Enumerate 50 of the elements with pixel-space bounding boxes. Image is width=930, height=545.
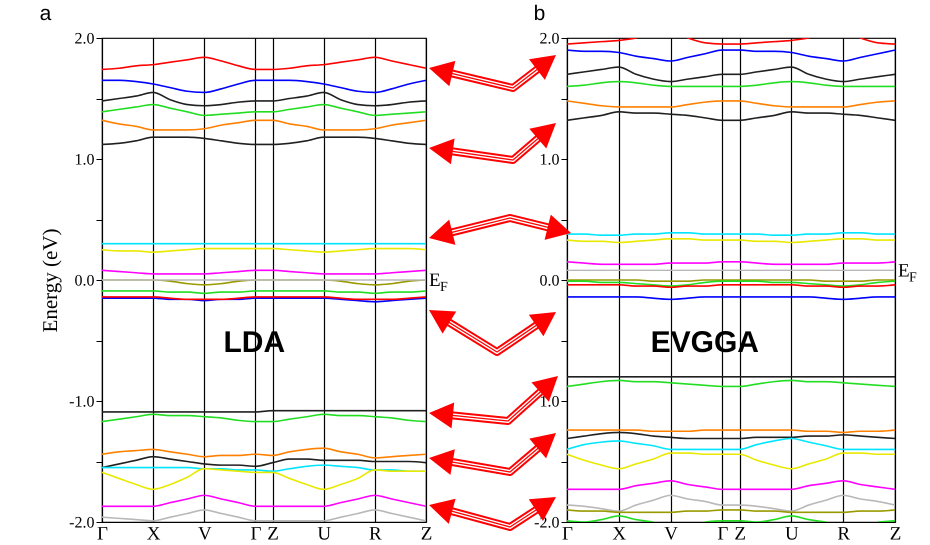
x-tick-label: X	[612, 524, 626, 544]
y-tick-label: 1.0	[74, 152, 94, 168]
line-series	[102, 119, 426, 131]
line-series	[102, 468, 426, 490]
x-tick-label: Γ	[250, 524, 262, 544]
x-tick-label: Z	[420, 524, 432, 544]
line-series	[567, 100, 895, 108]
line-series	[102, 456, 426, 468]
line-series	[102, 136, 426, 146]
line-series	[567, 452, 895, 470]
line-series	[102, 494, 426, 508]
x-tick-label: Γ	[97, 524, 108, 544]
line-series	[567, 66, 895, 82]
y-tick-label: 1.0	[540, 394, 560, 410]
y-tick-label: 2.0	[540, 30, 560, 48]
y-tick-label: 0.0	[540, 272, 560, 290]
x-tick-label: X	[146, 524, 161, 544]
chart-title: b	[534, 2, 546, 25]
y-tick-label: 2.0	[74, 30, 94, 48]
x-tick-label: V	[198, 524, 212, 544]
x-tick-label: Z	[734, 524, 746, 544]
chart-title: a	[40, 2, 52, 25]
y-tick-label: -1.0	[69, 394, 94, 410]
x-tick-label: R	[369, 524, 382, 544]
line-series	[102, 447, 426, 459]
x-tick-label: U	[317, 524, 332, 544]
x-tick-label: Γ	[717, 524, 728, 544]
x-tick-label: Z	[267, 524, 279, 544]
line-series	[102, 414, 426, 422]
line-series	[567, 432, 895, 440]
y-tick-label: 1.0	[540, 152, 560, 168]
line-series	[567, 111, 895, 122]
y-tick-label: 0.0	[74, 272, 94, 290]
line-series	[567, 438, 895, 450]
line-series	[567, 380, 895, 388]
line-series	[102, 56, 426, 70]
line-series	[567, 494, 895, 512]
line-series	[102, 92, 426, 107]
x-tick-label: R	[837, 524, 850, 544]
x-tick-label: U	[785, 524, 800, 544]
line-series	[567, 480, 895, 490]
y-axis-title: Energy (eV)	[38, 228, 62, 332]
line-series	[102, 80, 426, 94]
x-tick-label: V	[664, 524, 678, 544]
line-series	[102, 104, 426, 116]
y-tick-label: -2.0	[69, 514, 94, 532]
line-series	[567, 49, 895, 62]
y-tick-label: -2.0	[534, 514, 560, 532]
x-tick-label: Z	[890, 524, 902, 544]
x-tick-label: Γ	[562, 524, 574, 544]
